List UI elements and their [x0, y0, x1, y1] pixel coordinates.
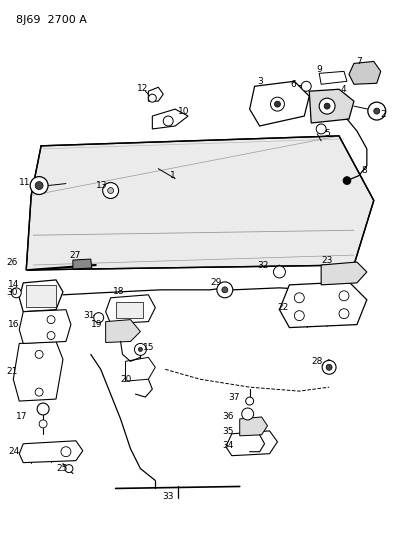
- Polygon shape: [105, 295, 155, 324]
- Text: 15: 15: [144, 343, 155, 352]
- Circle shape: [94, 313, 104, 322]
- Text: 33: 33: [162, 492, 174, 501]
- Text: 5: 5: [324, 130, 330, 139]
- Circle shape: [319, 98, 335, 114]
- Circle shape: [30, 176, 48, 195]
- Circle shape: [148, 94, 156, 102]
- Text: 37: 37: [228, 393, 239, 401]
- Polygon shape: [319, 71, 347, 84]
- Circle shape: [65, 465, 73, 473]
- Text: 23: 23: [321, 255, 332, 264]
- Circle shape: [103, 183, 119, 198]
- Text: 32: 32: [257, 261, 269, 270]
- Circle shape: [339, 291, 349, 301]
- Text: 10: 10: [178, 107, 190, 116]
- Text: 19: 19: [91, 320, 102, 329]
- Text: 8J69  2700 A: 8J69 2700 A: [16, 15, 87, 25]
- Circle shape: [47, 332, 55, 340]
- Polygon shape: [19, 441, 83, 463]
- Circle shape: [316, 124, 326, 134]
- Text: 20: 20: [121, 375, 132, 384]
- Circle shape: [246, 397, 253, 405]
- Circle shape: [217, 282, 233, 298]
- Circle shape: [35, 388, 43, 396]
- Text: 29: 29: [210, 278, 221, 287]
- Text: 27: 27: [69, 251, 80, 260]
- Circle shape: [138, 348, 142, 351]
- Circle shape: [222, 287, 228, 293]
- Circle shape: [61, 447, 71, 457]
- Text: 30: 30: [6, 288, 18, 297]
- Polygon shape: [321, 262, 367, 285]
- Circle shape: [324, 103, 330, 109]
- Text: 8: 8: [361, 166, 367, 175]
- Polygon shape: [105, 320, 140, 343]
- Circle shape: [35, 182, 43, 190]
- Text: 2: 2: [381, 110, 387, 118]
- Circle shape: [47, 316, 55, 324]
- Circle shape: [35, 350, 43, 358]
- Text: 14: 14: [8, 280, 20, 289]
- Circle shape: [163, 116, 173, 126]
- Text: 11: 11: [19, 178, 31, 187]
- Polygon shape: [349, 61, 381, 84]
- Text: 16: 16: [8, 320, 20, 329]
- Circle shape: [274, 101, 280, 107]
- Circle shape: [326, 365, 332, 370]
- Polygon shape: [73, 259, 92, 269]
- Text: 26: 26: [6, 257, 18, 266]
- Circle shape: [322, 360, 336, 374]
- Text: 31: 31: [83, 311, 94, 320]
- Text: 13: 13: [96, 181, 107, 190]
- Text: 4: 4: [341, 85, 346, 94]
- Circle shape: [242, 408, 253, 420]
- Text: 6: 6: [290, 80, 296, 89]
- Circle shape: [271, 97, 284, 111]
- Circle shape: [39, 420, 47, 428]
- Text: 28: 28: [311, 357, 322, 366]
- Bar: [115, 302, 144, 318]
- Polygon shape: [126, 357, 155, 381]
- Circle shape: [368, 102, 386, 120]
- Polygon shape: [309, 89, 354, 123]
- Polygon shape: [250, 82, 309, 126]
- Polygon shape: [152, 109, 188, 129]
- Polygon shape: [279, 282, 367, 328]
- Polygon shape: [240, 417, 267, 436]
- Text: 25: 25: [56, 464, 67, 473]
- Circle shape: [339, 309, 349, 319]
- Text: 7: 7: [356, 57, 362, 66]
- Text: 36: 36: [222, 413, 233, 422]
- Text: 22: 22: [277, 303, 289, 312]
- Text: 18: 18: [113, 287, 124, 296]
- Circle shape: [374, 108, 380, 114]
- Text: 24: 24: [8, 447, 20, 456]
- Text: 35: 35: [222, 427, 233, 437]
- Polygon shape: [19, 280, 63, 312]
- Circle shape: [294, 311, 304, 321]
- Bar: [26, 285, 56, 306]
- Polygon shape: [148, 87, 163, 101]
- Text: 34: 34: [222, 441, 233, 450]
- Polygon shape: [13, 342, 63, 401]
- Circle shape: [343, 176, 351, 184]
- Circle shape: [11, 288, 21, 298]
- Text: 17: 17: [16, 413, 28, 422]
- Circle shape: [294, 293, 304, 303]
- Circle shape: [107, 188, 113, 193]
- Text: 3: 3: [257, 77, 263, 86]
- Polygon shape: [26, 136, 374, 270]
- Circle shape: [37, 403, 49, 415]
- Polygon shape: [226, 431, 277, 456]
- Polygon shape: [19, 310, 71, 343]
- Text: 9: 9: [316, 65, 322, 74]
- Circle shape: [134, 343, 146, 356]
- Text: 21: 21: [6, 367, 18, 376]
- Text: 12: 12: [138, 84, 149, 93]
- Text: 1: 1: [170, 171, 176, 180]
- Circle shape: [301, 82, 311, 91]
- Circle shape: [273, 266, 286, 278]
